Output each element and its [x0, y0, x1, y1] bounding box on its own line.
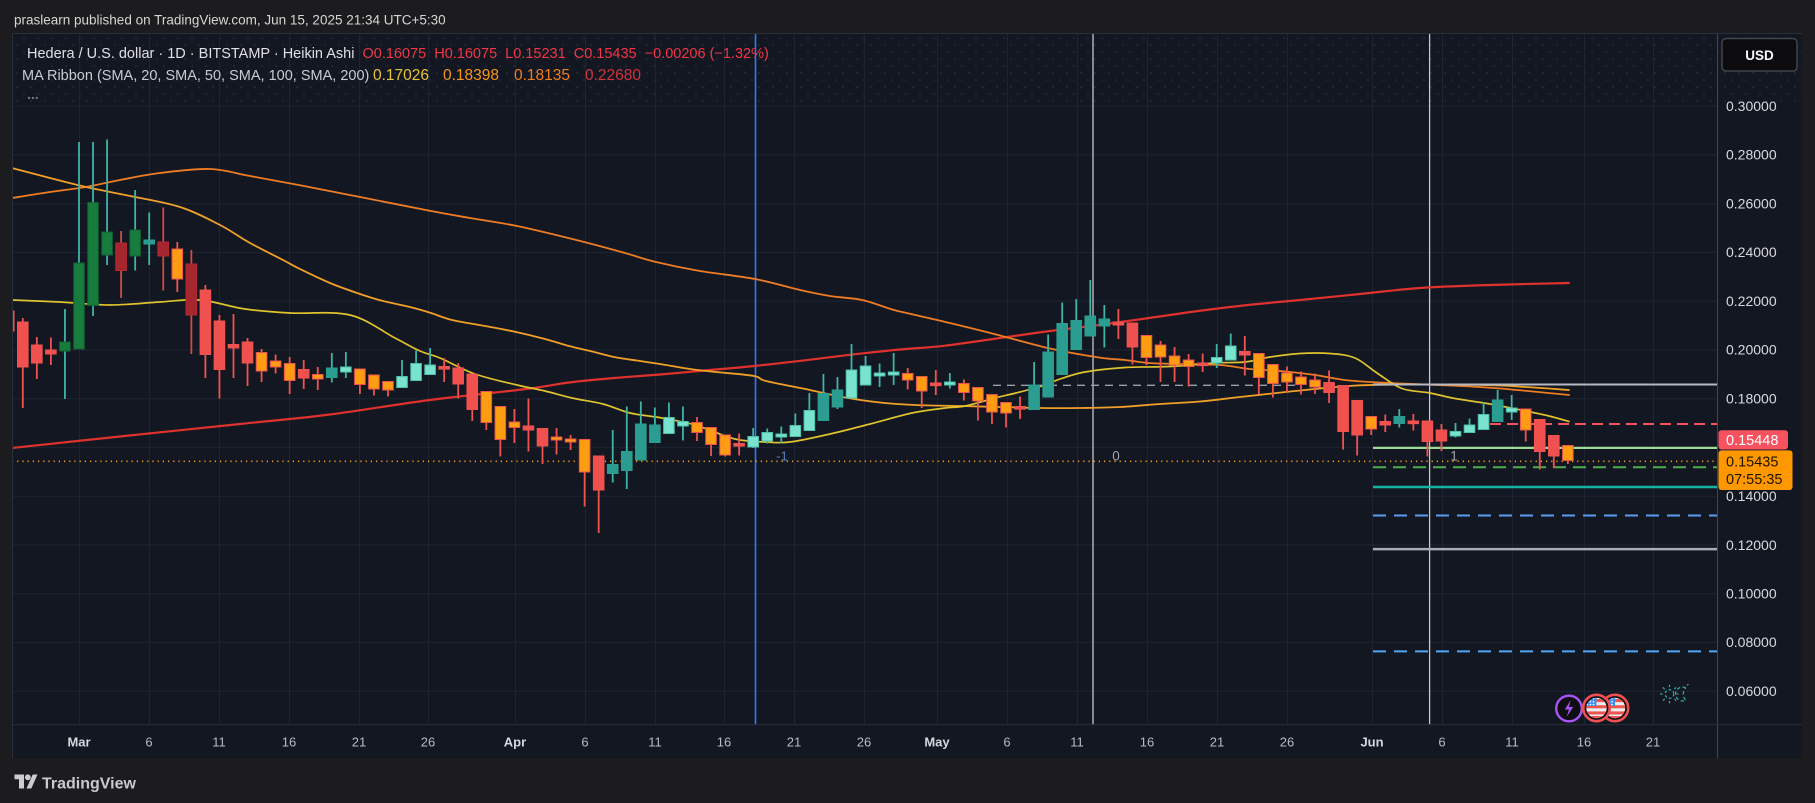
svg-text:0.15435: 0.15435 — [1726, 454, 1778, 470]
svg-text:Mar: Mar — [67, 735, 90, 750]
svg-text:0.15448: 0.15448 — [1726, 433, 1778, 449]
svg-text:0.20000: 0.20000 — [1726, 342, 1777, 358]
svg-text:6: 6 — [145, 735, 152, 750]
svg-text:26: 26 — [857, 735, 871, 750]
svg-text:...: ... — [27, 86, 39, 102]
svg-text:26: 26 — [421, 735, 435, 750]
svg-text:-1: -1 — [776, 449, 788, 464]
svg-text:21: 21 — [1210, 735, 1224, 750]
svg-text:0.08000: 0.08000 — [1726, 634, 1777, 650]
svg-text:11: 11 — [1070, 735, 1084, 750]
svg-text:TradingView: TradingView — [42, 776, 137, 793]
svg-text:21: 21 — [1646, 735, 1660, 750]
svg-text:07:55:35: 07:55:35 — [1726, 472, 1782, 488]
svg-text:11: 11 — [1505, 735, 1519, 750]
svg-text:11: 11 — [648, 735, 662, 750]
svg-text:USD: USD — [1745, 48, 1774, 63]
svg-text:6: 6 — [581, 735, 588, 750]
svg-text:0.18000: 0.18000 — [1726, 391, 1777, 407]
svg-text:Jun: Jun — [1360, 735, 1383, 750]
svg-text:21: 21 — [352, 735, 366, 750]
svg-text:0.22680: 0.22680 — [585, 67, 641, 84]
svg-text:0.22000: 0.22000 — [1726, 293, 1777, 309]
svg-text:0.17026: 0.17026 — [373, 67, 429, 84]
svg-text:11: 11 — [212, 735, 226, 750]
svg-text:Hedera / U.S. dollar · 1D · BI: Hedera / U.S. dollar · 1D · BITSTAMP · H… — [27, 46, 769, 62]
svg-text:0.30000: 0.30000 — [1726, 98, 1777, 114]
svg-text:0.24000: 0.24000 — [1726, 244, 1777, 260]
svg-text:0.10000: 0.10000 — [1726, 586, 1777, 602]
svg-text:MA Ribbon (SMA, 20, SMA, 50, S: MA Ribbon (SMA, 20, SMA, 50, SMA, 100, S… — [22, 68, 369, 84]
svg-text:0.14000: 0.14000 — [1726, 488, 1777, 504]
svg-text:0: 0 — [1112, 449, 1120, 464]
svg-text:16: 16 — [1140, 735, 1154, 750]
svg-text:0.28000: 0.28000 — [1726, 147, 1777, 163]
svg-text:21: 21 — [787, 735, 801, 750]
svg-text:0.06000: 0.06000 — [1726, 683, 1777, 699]
svg-text:16: 16 — [282, 735, 296, 750]
svg-text:16: 16 — [717, 735, 731, 750]
svg-text:0.18135: 0.18135 — [514, 67, 570, 84]
svg-text:May: May — [924, 735, 950, 750]
svg-text:0.26000: 0.26000 — [1726, 196, 1777, 212]
svg-text:16: 16 — [1577, 735, 1591, 750]
svg-text:26: 26 — [1280, 735, 1294, 750]
svg-text:0.12000: 0.12000 — [1726, 537, 1777, 553]
svg-text:0.18398: 0.18398 — [443, 67, 499, 84]
svg-text:6: 6 — [1438, 735, 1445, 750]
svg-text:6: 6 — [1003, 735, 1010, 750]
svg-text:praslearn published on Trading: praslearn published on TradingView.com, … — [14, 13, 446, 28]
svg-text:1: 1 — [1450, 449, 1458, 464]
svg-text:Apr: Apr — [504, 735, 526, 750]
